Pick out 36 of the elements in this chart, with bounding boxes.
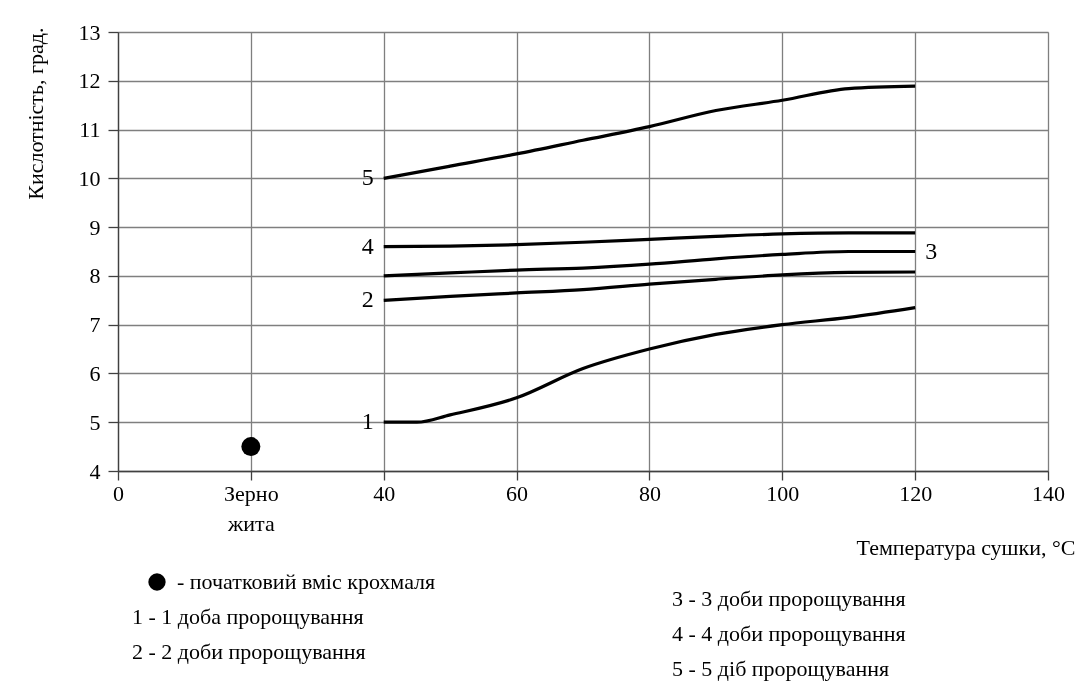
text: 3 - 3 доби пророщування [672,586,906,611]
x-axis-title: Температура сушки, °C [856,534,1076,560]
y-tick-label: 7 [89,312,101,338]
x-tick-label: 0 [113,480,124,506]
series-label: 3 [925,237,938,264]
line-series [382,231,917,249]
y-tick-label: 8 [89,263,101,289]
y-tick-label: 10 [78,165,101,191]
x-tick-label: Зерно жита [224,480,279,536]
text: 4 - 4 доби пророщування [672,621,906,646]
text: 5 - 5 діб пророщування [672,656,890,681]
x-tick-label: 140 [1032,480,1065,506]
x-tick-label: 60 [506,480,529,506]
y-tick-label: 4 [89,458,101,484]
line-series [382,270,917,302]
y-tick-label: 11 [79,117,101,143]
y-axis-title: Кислотність, град. [22,27,48,200]
line-series [382,305,917,424]
series-label: 1 [361,408,374,435]
x-tick-label: 40 [373,480,396,506]
y-tick-label: 6 [89,360,101,386]
line-series [382,249,917,278]
y-tick-label: 5 [89,409,101,435]
text: 2 - 2 доби пророщування [132,639,366,664]
series-label: 4 [361,232,374,259]
x-tick-label: 120 [899,480,933,506]
x-tick-label: 100 [766,480,800,506]
y-tick-label: 13 [78,19,101,45]
x-tick-label: 80 [638,480,661,506]
legend-label: - початковий вміс крохмаля [177,569,436,594]
series-label: 2 [361,286,374,313]
y-tick-label: 12 [78,68,101,94]
line-series [382,84,917,180]
text: 1 - 1 доба пророщування [132,604,364,629]
series-label: 5 [361,164,374,191]
y-tick-label: 9 [89,214,101,240]
